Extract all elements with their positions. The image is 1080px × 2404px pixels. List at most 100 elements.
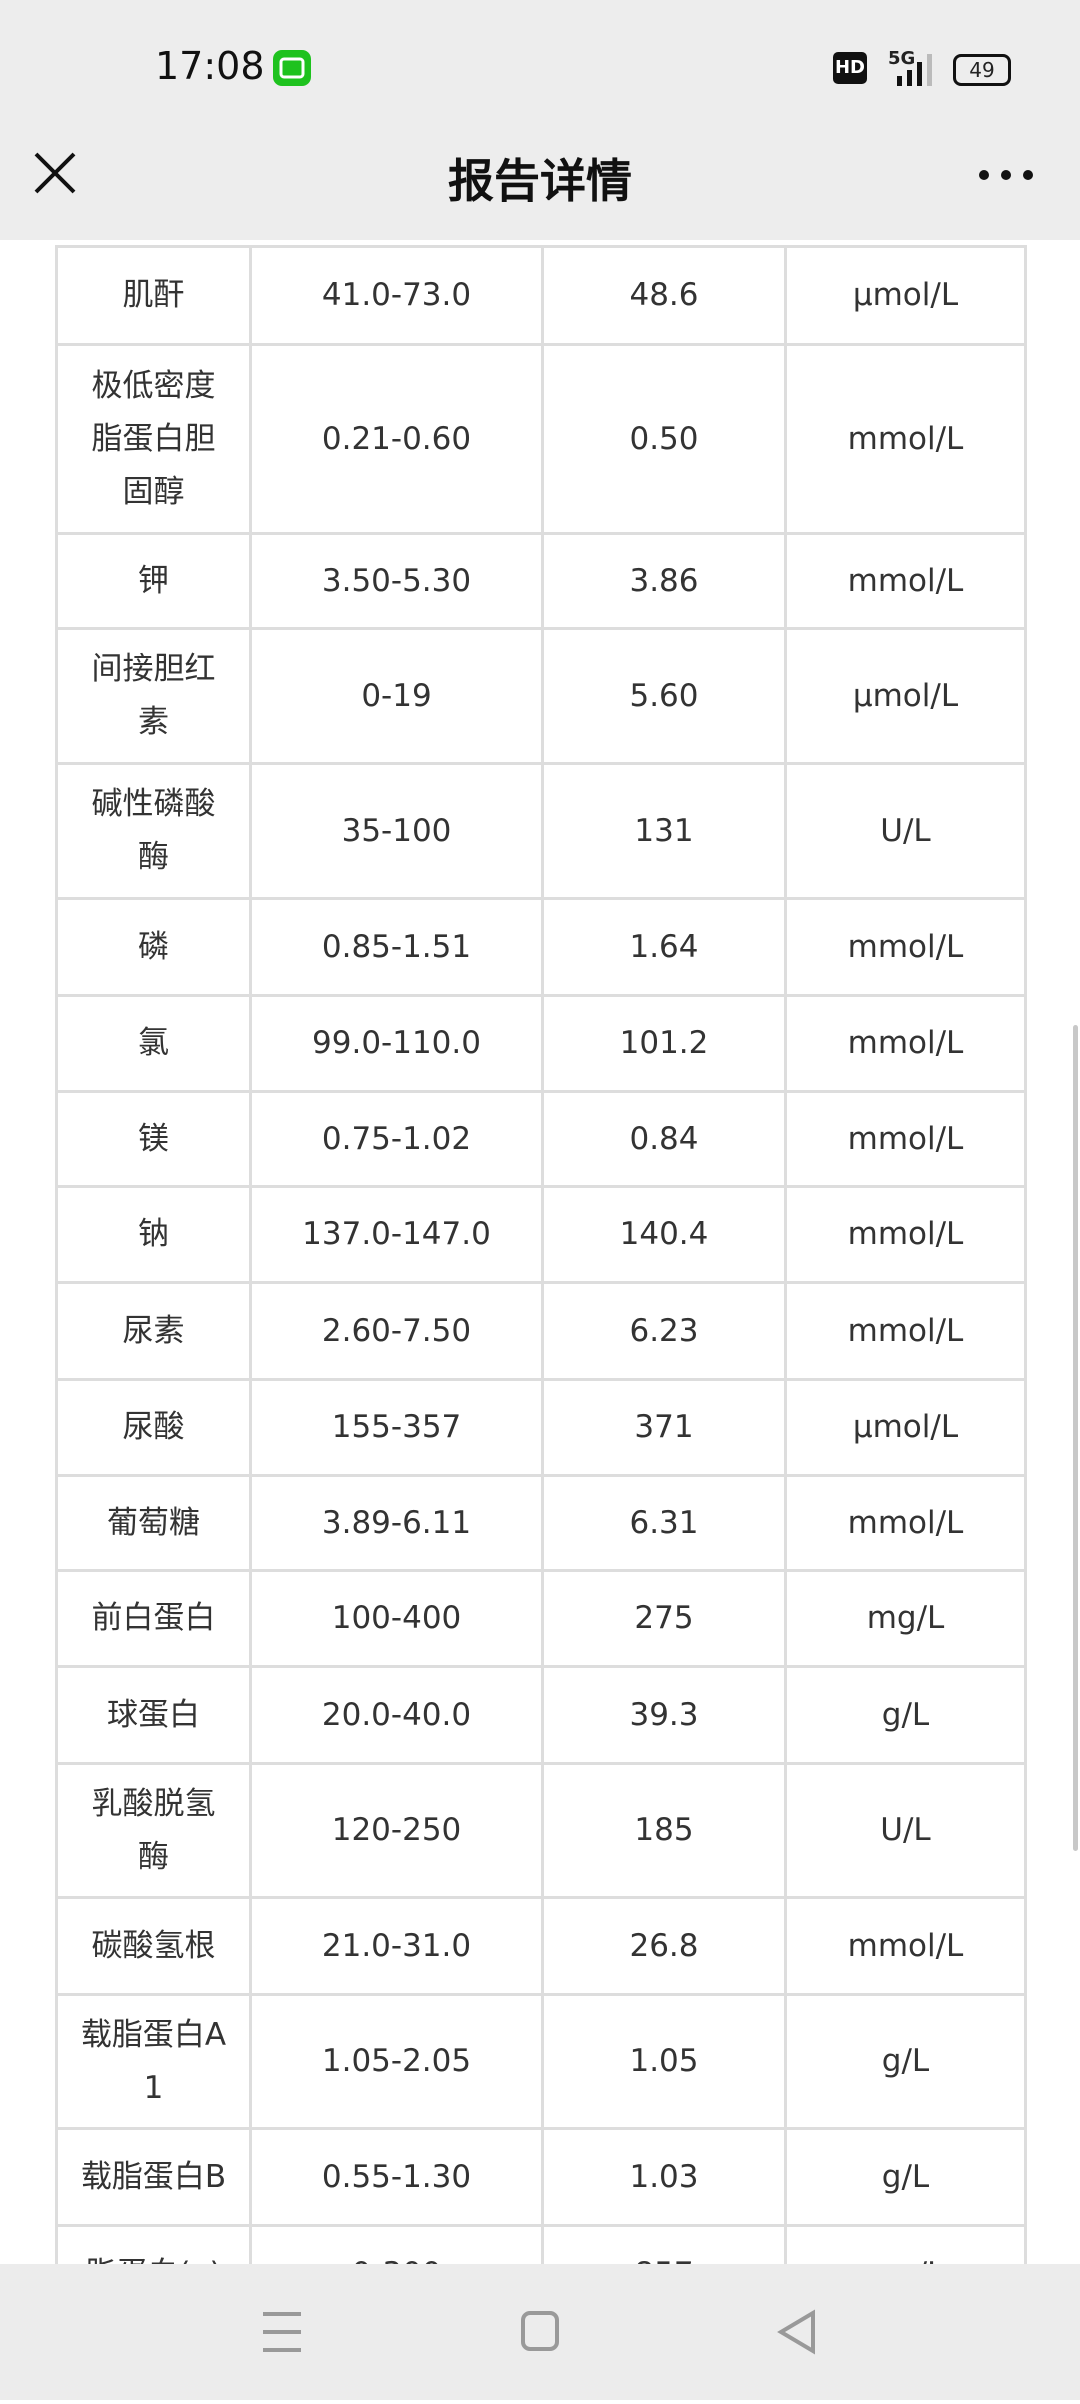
table-row: 镁 0.75-1.02 0.84 mmol/L: [55, 1090, 1027, 1188]
nav-icons: [263, 2309, 815, 2355]
signal-icon: [897, 54, 932, 86]
reference-range: 0-19: [249, 627, 544, 765]
reference-range: 1.05-2.05: [249, 1993, 544, 2130]
result-value: 131: [541, 762, 787, 900]
item-name: 尿酸: [55, 1378, 252, 1477]
back-button[interactable]: [777, 2309, 815, 2355]
table-row: 钠 137.0-147.0 140.4 mmol/L: [55, 1185, 1027, 1284]
item-name: 载脂蛋白A1: [55, 1993, 252, 2130]
unit: μmol/L: [784, 1378, 1027, 1477]
item-name: 乳酸脱氢酶: [55, 1762, 252, 1899]
item-name: 极低密度脂蛋白胆固醇: [55, 343, 252, 535]
reference-range: 3.50-5.30: [249, 532, 544, 630]
menu-button[interactable]: [263, 2312, 301, 2352]
unit: mmol/L: [784, 897, 1027, 997]
unit: mmol/L: [784, 994, 1027, 1093]
unit: U/L: [784, 762, 1027, 900]
reference-range: 0.75-1.02: [249, 1090, 544, 1188]
reference-range: 137.0-147.0: [249, 1185, 544, 1284]
result-value: 140.4: [541, 1185, 787, 1284]
unit: U/L: [784, 1762, 1027, 1899]
unit: mmol/L: [784, 1090, 1027, 1188]
network-label: 5G: [888, 48, 916, 69]
result-value: 0.50: [541, 343, 787, 535]
table-row: 磷 0.85-1.51 1.64 mmol/L: [55, 897, 1027, 997]
item-name: 磷: [55, 897, 252, 997]
unit: μmol/L: [784, 627, 1027, 765]
result-value: 185: [541, 1762, 787, 1899]
table-row: 前白蛋白 100-400 275 mg/L: [55, 1569, 1027, 1668]
table-row: 尿素 2.60-7.50 6.23 mmol/L: [55, 1281, 1027, 1381]
result-value: 6.31: [541, 1474, 787, 1572]
table-row: 尿酸 155-357 371 μmol/L: [55, 1378, 1027, 1477]
result-value: 1.05: [541, 1993, 787, 2130]
scrollbar: [1073, 1025, 1078, 1851]
result-value: 3.86: [541, 532, 787, 630]
item-name: 脂蛋白(a): [55, 2224, 252, 2264]
unit: g/L: [784, 2127, 1027, 2227]
table-row: 碱性磷酸酶 35-100 131 U/L: [55, 762, 1027, 900]
unit: g/L: [784, 1993, 1027, 2130]
item-name: 尿素: [55, 1281, 252, 1381]
item-name: 前白蛋白: [55, 1569, 252, 1668]
unit: mg/L: [784, 2224, 1027, 2264]
navigation-bar: [0, 2264, 1080, 2400]
reference-range: 21.0-31.0: [249, 1896, 544, 1996]
unit: μmol/L: [784, 245, 1027, 346]
item-name: 肌酐: [55, 245, 252, 346]
item-name: 钾: [55, 532, 252, 630]
reference-range: 35-100: [249, 762, 544, 900]
unit: mmol/L: [784, 1474, 1027, 1572]
reference-range: 99.0-110.0: [249, 994, 544, 1093]
table-row: 乳酸脱氢酶 120-250 185 U/L: [55, 1762, 1027, 1899]
result-value: 6.23: [541, 1281, 787, 1381]
table-row: 碳酸氢根 21.0-31.0 26.8 mmol/L: [55, 1896, 1027, 1996]
reference-range: 3.89-6.11: [249, 1474, 544, 1572]
result-value: 5.60: [541, 627, 787, 765]
reference-range: 2.60-7.50: [249, 1281, 544, 1381]
table-row: 极低密度脂蛋白胆固醇 0.21-0.60 0.50 mmol/L: [55, 343, 1027, 535]
reference-range: 0.21-0.60: [249, 343, 544, 535]
unit: mmol/L: [784, 1185, 1027, 1284]
unit: mmol/L: [784, 1896, 1027, 1996]
unit: mmol/L: [784, 1281, 1027, 1381]
unit: mmol/L: [784, 343, 1027, 535]
report-content: 肌酐 41.0-73.0 48.6 μmol/L 极低密度脂蛋白胆固醇 0.21-0.60…: [0, 240, 1080, 2264]
table-row: 载脂蛋白B 0.55-1.30 1.03 g/L: [55, 2127, 1027, 2227]
reference-range: 0.55-1.30: [249, 2127, 544, 2227]
reference-range: 120-250: [249, 1762, 544, 1899]
unit: mmol/L: [784, 532, 1027, 630]
reference-range: 0-300: [249, 2224, 544, 2264]
result-value: 26.8: [541, 1896, 787, 1996]
unit: mg/L: [784, 1569, 1027, 1668]
table-row: 葡萄糖 3.89-6.11 6.31 mmol/L: [55, 1474, 1027, 1572]
table-row: 脂蛋白(a)0-300857mg/L: [55, 2224, 1027, 2264]
app-icon: [273, 50, 311, 86]
more-button[interactable]: [978, 165, 1034, 185]
result-value: 39.3: [541, 1665, 787, 1765]
unit: g/L: [784, 1665, 1027, 1765]
item-name: 钠: [55, 1185, 252, 1284]
result-table: 肌酐 41.0-73.0 48.6 μmol/L 极低密度脂蛋白胆固醇 0.21-0.60…: [55, 245, 1027, 2264]
reference-range: 0.85-1.51: [249, 897, 544, 997]
result-value: 857: [541, 2224, 787, 2264]
page-title: 报告详情: [448, 154, 632, 208]
table-row: 球蛋白 20.0-40.0 39.3 g/L: [55, 1665, 1027, 1765]
table-row: 氯 99.0-110.0 101.2 mmol/L: [55, 994, 1027, 1093]
close-button[interactable]: [30, 148, 80, 198]
result-value: 1.03: [541, 2127, 787, 2227]
result-value: 48.6: [541, 245, 787, 346]
table-row: 载脂蛋白A1 1.05-2.05 1.05 g/L: [55, 1993, 1027, 2130]
item-name: 葡萄糖: [55, 1474, 252, 1572]
reference-range: 41.0-73.0: [249, 245, 544, 346]
item-name: 碳酸氢根: [55, 1896, 252, 1996]
top-bar: 17:08 HD 5G 49 报告详情: [0, 0, 1080, 240]
item-name: 载脂蛋白B: [55, 2127, 252, 2227]
hd-icon: HD: [833, 52, 867, 84]
item-name: 氯: [55, 994, 252, 1093]
reference-range: 100-400: [249, 1569, 544, 1668]
item-name: 镁: [55, 1090, 252, 1188]
home-button[interactable]: [521, 2311, 559, 2351]
result-value: 0.84: [541, 1090, 787, 1188]
